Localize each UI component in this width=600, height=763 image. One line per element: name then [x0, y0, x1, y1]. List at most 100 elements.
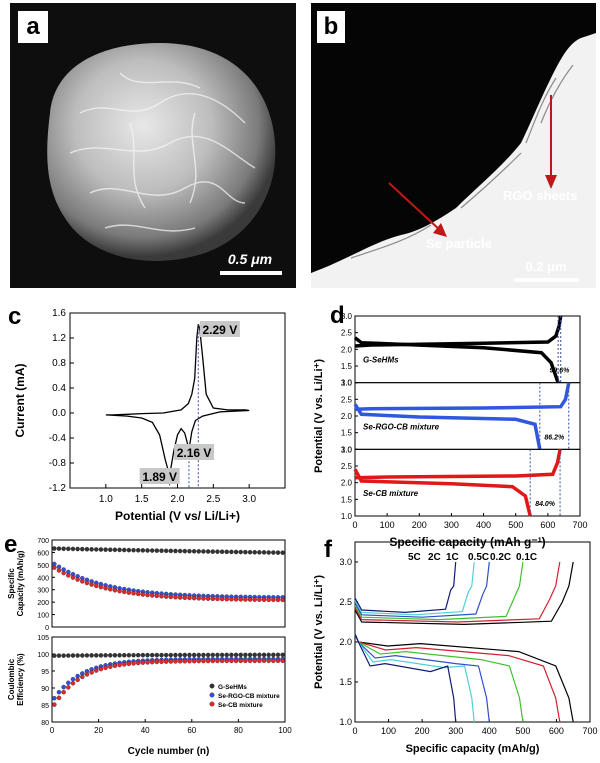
data-point: [191, 652, 197, 658]
data-point: [168, 659, 174, 664]
subplot-frame: [51, 636, 286, 723]
data-point: [215, 549, 220, 554]
series-se-cb-mixture: [52, 565, 285, 603]
data-point: [75, 546, 80, 552]
x-tick-label: 500: [515, 726, 530, 736]
data-point: [196, 596, 202, 601]
peak-label: 2.16 V: [177, 446, 212, 460]
x-tick-label: 700: [572, 520, 587, 530]
y-tick-label: 90: [41, 686, 49, 693]
discharge-curve: [354, 633, 490, 723]
data-point: [98, 666, 104, 672]
data-point: [70, 676, 76, 682]
data-point: [163, 659, 169, 664]
data-point: [173, 548, 178, 554]
subplot-name: Se-RGO-CB mixture: [363, 422, 440, 431]
data-point: [210, 658, 216, 664]
data-point: [173, 652, 178, 658]
data-point: [89, 582, 94, 587]
data-point: [219, 596, 225, 602]
discharge-curve: [354, 633, 475, 723]
y-axis-label: Potential (V vs. Li/Li⁺): [313, 359, 325, 473]
x-tick-label: 1.0: [99, 494, 113, 505]
data-point: [233, 652, 239, 658]
data-point: [145, 548, 150, 553]
data-point: [126, 590, 132, 595]
data-point: [163, 548, 169, 554]
data-point: [108, 587, 113, 592]
data-point: [159, 652, 164, 658]
x-tick-label: 400: [476, 520, 491, 530]
data-point: [112, 547, 118, 553]
data-point: [238, 652, 243, 658]
x-tick-label: 400: [482, 726, 497, 736]
chart-panel-f: f 0 100 200 300 400 500 600 700 1.0 1.5 2.0 2.5 3.0 Sp…: [313, 536, 598, 755]
x-tick-label: 100: [380, 520, 395, 530]
data-point: [135, 660, 141, 666]
data-point: [126, 652, 132, 658]
data-point: [66, 573, 71, 578]
y-tick-label: 300: [37, 588, 49, 595]
x-tick-label: 80: [234, 726, 243, 735]
y-tick-label: 1.5: [341, 362, 353, 371]
discharge-curve: [354, 633, 561, 723]
data-point: [121, 589, 127, 595]
data-point: [163, 594, 169, 599]
data-point: [131, 652, 136, 658]
discharge-curve: [353, 403, 542, 450]
data-point: [257, 652, 262, 658]
data-point: [56, 695, 62, 701]
efficiency-label: 84.0%: [535, 501, 556, 508]
data-point: [80, 653, 85, 658]
data-point: [121, 652, 127, 658]
data-point: [84, 580, 90, 586]
y-tick-label: 80: [41, 720, 49, 727]
efficiency-label: 99.6%: [549, 368, 570, 375]
discharge-curve: [353, 336, 560, 384]
data-point: [89, 670, 94, 675]
scale-bar-a: [220, 271, 282, 275]
data-point: [257, 597, 262, 602]
data-point: [219, 658, 225, 664]
data-point: [117, 588, 122, 594]
data-point: [280, 652, 285, 658]
data-point: [154, 548, 160, 553]
y-tick-label: 3.0: [341, 445, 353, 454]
data-point: [196, 549, 202, 554]
charge-curve: [354, 315, 563, 348]
data-point: [233, 597, 239, 602]
data-point: [149, 548, 155, 553]
data-point: [117, 662, 122, 668]
data-point: [247, 652, 253, 658]
data-point: [145, 592, 150, 598]
data-point: [252, 550, 257, 555]
y-tick-label: 1.5: [341, 495, 353, 504]
discharge-curve: [354, 633, 574, 723]
peak-label-box: [199, 321, 240, 337]
data-point: [61, 684, 66, 690]
y-tick-label: -1.2: [49, 483, 67, 494]
panel-label-a: a: [18, 11, 48, 43]
y-tick-label: 1.0: [341, 379, 353, 388]
y-tick-label: 2.0: [341, 412, 353, 421]
y-tick-label: 100: [37, 652, 49, 659]
y-tick-label: 500: [37, 563, 49, 570]
data-point: [271, 550, 276, 555]
data-point: [56, 546, 62, 551]
series-0p2C: [354, 561, 561, 723]
data-point: [275, 550, 281, 555]
y-tick-label: 2.5: [339, 597, 352, 607]
data-point: [154, 652, 160, 658]
y-tick-label: 1.0: [341, 445, 353, 454]
data-point: [173, 659, 178, 664]
scale-label-a: 0.5 μm: [228, 251, 272, 267]
sem-image-a: 0.5 μm: [10, 3, 296, 288]
data-point: [224, 596, 229, 602]
data-point: [131, 547, 136, 553]
series-g-sehms: [52, 652, 285, 658]
data-point: [168, 548, 174, 554]
y-axis-label: Capacity (mAh/g): [16, 550, 25, 616]
efficiency-label: 86.2%: [544, 434, 565, 441]
data-point: [70, 653, 76, 658]
subplot-frame: [354, 315, 581, 384]
